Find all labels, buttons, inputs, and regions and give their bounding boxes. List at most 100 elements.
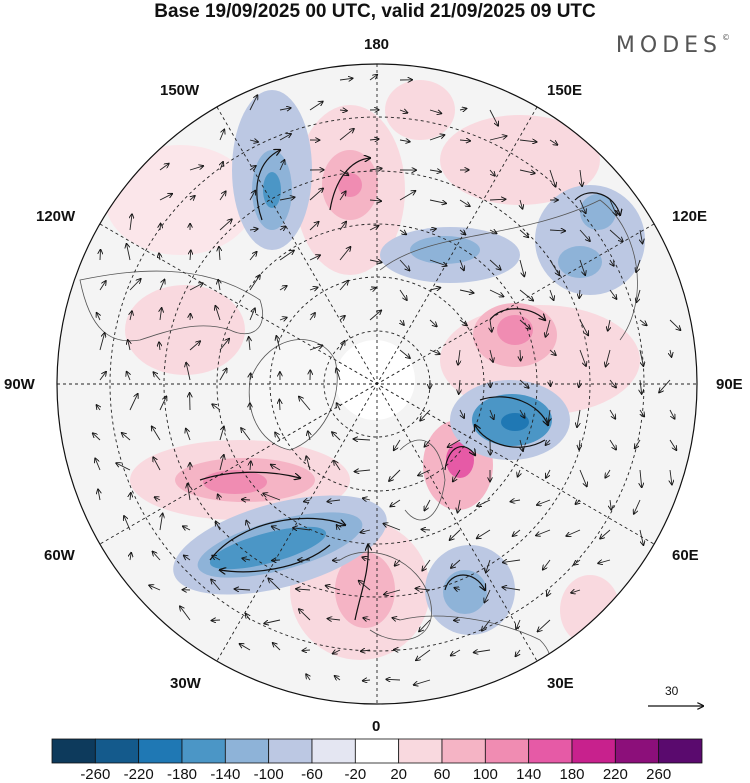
wind-vector	[579, 379, 580, 387]
wind-vector	[190, 250, 191, 261]
wind-vector	[308, 431, 310, 441]
wind-vector	[394, 439, 401, 450]
wind-vector	[337, 403, 340, 411]
pos-far-east-2	[385, 80, 455, 140]
wind-vector	[279, 197, 295, 200]
wind-vector	[519, 289, 533, 301]
wind-vector	[184, 556, 191, 561]
wind-vector	[183, 526, 191, 530]
eurasia-coast	[379, 199, 638, 341]
wind-vector	[519, 379, 529, 388]
wind-vector	[309, 188, 323, 201]
wind-vector	[249, 166, 256, 170]
wind-vector	[399, 110, 407, 113]
wind-vector	[219, 191, 226, 201]
wind-vector	[99, 372, 106, 381]
map-border	[56, 63, 698, 705]
wind-vector	[249, 140, 258, 142]
wind-vector	[363, 498, 371, 500]
wind-vector	[609, 409, 615, 419]
wind-vector	[219, 219, 232, 231]
wind-vector	[484, 589, 491, 602]
wind-vector	[339, 316, 345, 320]
wind-vector	[263, 494, 281, 501]
wind-vector	[669, 409, 675, 419]
wind-vector	[639, 349, 643, 366]
wind-vector	[129, 279, 141, 291]
wind-vector	[363, 618, 371, 620]
wind-vector	[502, 587, 521, 590]
wind-vector	[272, 560, 281, 561]
wind-vector	[520, 199, 523, 209]
wind-vector	[669, 439, 676, 450]
greenland-outline	[248, 339, 338, 451]
wind-vector	[97, 405, 101, 410]
wind-vector	[337, 525, 340, 531]
wind-vector	[609, 199, 617, 215]
wind-vector	[336, 368, 341, 381]
scandinavia-coast	[399, 439, 446, 521]
pos-greenland-south-peak	[203, 470, 267, 494]
wind-vector	[489, 230, 497, 233]
north-america-coast	[79, 270, 263, 342]
wind-vector	[355, 470, 371, 472]
wind-vector	[503, 560, 521, 562]
wind-vector	[635, 439, 641, 448]
lon-label-30w: 30W	[170, 675, 201, 692]
wind-vector	[548, 409, 550, 422]
wind-vector	[361, 650, 371, 651]
wind-vector	[127, 244, 131, 261]
colorbar-swatch	[268, 738, 313, 764]
wind-vector	[459, 290, 474, 293]
wind-vector	[520, 349, 521, 361]
wind-vector	[399, 191, 415, 201]
colorbar-tick-label: 100	[472, 766, 498, 783]
wind-vector	[609, 379, 616, 388]
wind-vector	[634, 499, 641, 514]
wind-vector	[293, 528, 311, 530]
wind-vector	[249, 229, 258, 230]
lon-label-60e: 60E	[672, 547, 699, 564]
wind-vector	[422, 529, 431, 530]
europe-coast	[339, 551, 432, 641]
wind-vector	[489, 259, 501, 270]
wind-vector	[249, 191, 255, 201]
colorbar-tick-label: 220	[602, 766, 628, 783]
wind-vector	[93, 433, 101, 441]
stream-siberia	[479, 396, 548, 425]
wind-vector	[369, 168, 382, 170]
wind-vector	[333, 650, 341, 654]
wind-vector	[429, 319, 437, 326]
pos-alaska-pacific	[105, 145, 255, 255]
wind-vector	[579, 439, 580, 449]
wind-vector	[215, 306, 221, 321]
wind-vector	[399, 289, 407, 300]
wind-vector	[153, 372, 161, 381]
lon-label-30e: 30E	[547, 675, 574, 692]
wind-vector	[129, 394, 138, 411]
wind-vector	[124, 516, 131, 531]
wind-vector	[250, 461, 251, 471]
wind-vector	[241, 428, 251, 441]
wind-vector	[332, 432, 341, 441]
wind-vector	[95, 458, 101, 471]
colorbar-swatch	[528, 738, 573, 764]
wind-vector	[459, 259, 464, 270]
colorbar-tick-label: 20	[390, 766, 407, 783]
wind-vector	[577, 409, 581, 427]
wind-vector	[187, 484, 190, 501]
wind-vector	[279, 400, 280, 411]
wind-vector	[211, 579, 221, 591]
colorbar-swatch	[571, 738, 616, 764]
stream-weurope	[354, 545, 368, 621]
neg-west-siberia-peak	[501, 413, 529, 431]
wind-vector	[459, 319, 467, 325]
wind-vector	[160, 514, 163, 531]
colorbar-tick-label: -140	[210, 766, 241, 783]
wind-vector	[459, 230, 465, 235]
wind-vector	[299, 397, 311, 411]
wind-vector	[212, 556, 221, 561]
colorbar-swatch	[354, 738, 400, 764]
wind-vector	[549, 259, 559, 275]
wind-vector	[219, 130, 224, 141]
